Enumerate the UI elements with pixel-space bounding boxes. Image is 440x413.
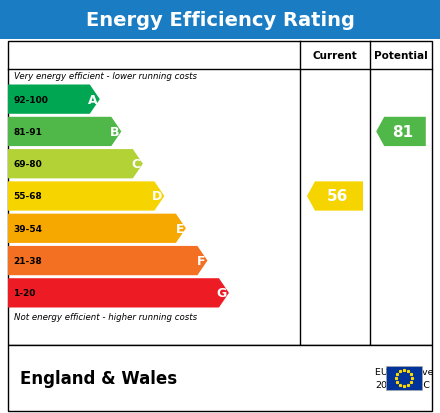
Text: G: G <box>216 287 227 300</box>
Text: B: B <box>110 126 119 139</box>
Text: 56: 56 <box>326 189 348 204</box>
Bar <box>8 345 432 411</box>
Text: 69-80: 69-80 <box>13 160 42 169</box>
Bar <box>386 366 422 390</box>
Text: EU Directive
2002/91/EC: EU Directive 2002/91/EC <box>375 367 433 389</box>
Text: Energy Efficiency Rating: Energy Efficiency Rating <box>85 10 355 29</box>
Polygon shape <box>8 182 165 211</box>
Text: 81: 81 <box>392 125 414 140</box>
Bar <box>8 42 432 345</box>
Polygon shape <box>8 118 121 147</box>
Text: F: F <box>197 254 205 268</box>
Text: 1-20: 1-20 <box>13 289 35 298</box>
Text: E: E <box>176 222 184 235</box>
Polygon shape <box>376 118 426 147</box>
Text: 39-54: 39-54 <box>13 224 42 233</box>
Polygon shape <box>8 246 207 275</box>
Text: England & Wales: England & Wales <box>20 369 177 387</box>
Polygon shape <box>307 182 363 211</box>
Text: Very energy efficient - lower running costs: Very energy efficient - lower running co… <box>14 72 197 81</box>
Text: Potential: Potential <box>374 51 428 61</box>
Polygon shape <box>8 85 100 114</box>
Text: 21-38: 21-38 <box>13 256 42 266</box>
Bar <box>0 0 440 40</box>
Text: D: D <box>152 190 162 203</box>
Text: Current: Current <box>313 51 357 61</box>
Polygon shape <box>8 278 229 308</box>
Text: 55-68: 55-68 <box>13 192 42 201</box>
Text: 92-100: 92-100 <box>13 95 48 104</box>
Text: 81-91: 81-91 <box>13 128 42 137</box>
Text: Not energy efficient - higher running costs: Not energy efficient - higher running co… <box>14 312 197 321</box>
Polygon shape <box>8 214 186 243</box>
Polygon shape <box>8 150 143 179</box>
Text: A: A <box>88 93 98 107</box>
Text: C: C <box>132 158 141 171</box>
